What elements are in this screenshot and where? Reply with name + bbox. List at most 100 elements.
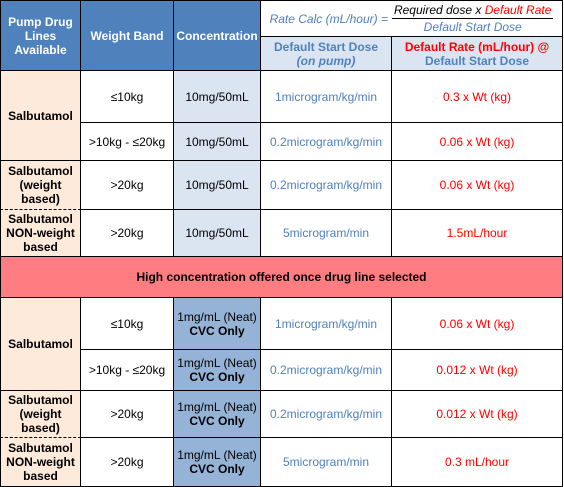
drug-cell-salbutamol-weight: Salbutamol (weight based) <box>0 161 81 210</box>
conc-text: 10mg/50mL <box>185 134 249 149</box>
conc-text: 10mg/50mL <box>185 178 249 192</box>
drug-label: Salbutamol NON-weight based <box>6 212 75 254</box>
conc-cell: 1mg/mL (Neat) CVC Only <box>174 298 261 350</box>
banner-text: High concentration offered once drug lin… <box>136 270 427 284</box>
header-drug-lines: Pump Drug Lines Available <box>0 0 81 71</box>
cvc-only-text: CVC Only <box>189 414 245 428</box>
conc-cell: 10mg/50mL <box>174 210 261 257</box>
cvc-only-text: CVC Only <box>189 462 245 476</box>
rate-cell: 1.5mL/hour <box>392 210 563 257</box>
conc-text: 1mg/mL (Neat) <box>177 309 257 324</box>
weight-cell: >10kg - ≤20kg <box>81 350 174 391</box>
dose-text: 5microgram/min <box>282 226 369 240</box>
weight-text: ≤10kg <box>110 316 144 331</box>
header-default-start-dose: Default Start Dose (on pump) <box>261 37 392 71</box>
drug-cell-salbutamol-std-neat: Salbutamol <box>0 298 81 391</box>
rate-calc-fraction: Required dose x Default Rate Default Sta… <box>391 3 554 34</box>
rate-cell: 0.06 x Wt (kg) <box>392 298 563 350</box>
dose-cell: 0.2microgram/kg/min <box>261 123 392 161</box>
header-default-rate: Default Rate (mL/hour) @ Default Start D… <box>392 37 563 71</box>
header-drug-lines-text: Pump Drug Lines Available <box>8 14 73 57</box>
weight-cell: ≤10kg <box>81 71 174 123</box>
rate-text: 0.06 x Wt (kg) <box>439 316 515 331</box>
drug-label: Salbutamol (weight based) <box>8 393 73 435</box>
conc-cell: 1mg/mL (Neat) CVC Only <box>174 391 261 438</box>
dose-cell: 1microgram/kg/min <box>261 71 392 123</box>
weight-text: >10kg - ≤20kg <box>88 134 166 149</box>
rate-text: 1.5mL/hour <box>446 226 508 240</box>
rate-cell: 0.06 x Wt (kg) <box>392 123 563 161</box>
conc-cell: 1mg/mL (Neat) CVC Only <box>174 350 261 391</box>
conc-text: 1mg/mL (Neat) <box>177 356 257 370</box>
drug-cell-salbutamol-std: Salbutamol <box>0 71 81 161</box>
drug-label: Salbutamol <box>8 337 73 351</box>
rate-cell: 0.012 x Wt (kg) <box>392 350 563 391</box>
dose-text: 0.2microgram/kg/min <box>269 178 383 192</box>
rate-calc-denominator: Default Start Dose <box>423 20 522 34</box>
rate-calc-prefix: Rate Calc (mL/hour) = <box>269 11 388 26</box>
header-default-start-dose-note: (on pump) <box>296 53 356 68</box>
weight-cell: >20kg <box>81 391 174 438</box>
dose-text: 5microgram/min <box>282 455 369 469</box>
weight-text: >10kg - ≤20kg <box>88 363 166 377</box>
conc-text: 1mg/mL (Neat) <box>177 400 257 414</box>
rate-text: 0.06 x Wt (kg) <box>439 178 515 192</box>
weight-text: >20kg <box>110 455 144 469</box>
rate-text: 0.3 mL/hour <box>444 455 510 469</box>
dose-text: 1microgram/kg/min <box>274 89 378 104</box>
weight-text: >20kg <box>110 407 144 421</box>
weight-cell: >20kg <box>81 210 174 257</box>
rate-calc-numerator: Required dose x Default Rate <box>391 3 554 19</box>
header-default-rate-line1: Default Rate (mL/hour) @ <box>404 39 550 54</box>
header-default-rate-line2: Default Start Dose <box>424 53 530 68</box>
high-concentration-banner: High concentration offered once drug lin… <box>0 257 563 298</box>
dose-cell: 0.2microgram/kg/min <box>261 391 392 438</box>
header-default-start-dose-text: Default Start Dose <box>273 39 379 54</box>
dose-text: 1microgram/kg/min <box>274 316 378 331</box>
header-rate-calc: Rate Calc (mL/hour) = Required dose x De… <box>261 0 563 37</box>
rate-cell: 0.06 x Wt (kg) <box>392 161 563 210</box>
drug-label: Salbutamol (weight based) <box>8 164 73 206</box>
rate-calc-numerator-text: Required dose x <box>393 3 482 17</box>
weight-cell: ≤10kg <box>81 298 174 350</box>
header-weight-band-text: Weight Band <box>90 28 164 43</box>
drug-cell-salbutamol-nonweight-neat: Salbutamol NON-weight based <box>0 438 81 487</box>
rate-cell: 0.3 mL/hour <box>392 438 563 487</box>
header-concentration-text: Concentration <box>176 28 258 43</box>
rate-text: 0.012 x Wt (kg) <box>436 407 518 421</box>
weight-cell: >10kg - ≤20kg <box>81 123 174 161</box>
header-concentration: Concentration <box>174 0 261 71</box>
conc-text: 1mg/mL (Neat) <box>177 448 257 462</box>
drug-cell-salbutamol-nonweight: Salbutamol NON-weight based <box>0 210 81 257</box>
dose-text: 0.2microgram/kg/min <box>269 407 383 421</box>
dose-text: 0.2microgram/kg/min <box>269 363 383 377</box>
rate-text: 0.012 x Wt (kg) <box>436 363 518 377</box>
drug-label: Salbutamol <box>8 108 73 123</box>
dose-cell: 0.2microgram/kg/min <box>261 350 392 391</box>
header-weight-band: Weight Band <box>81 0 174 71</box>
weight-cell: >20kg <box>81 438 174 487</box>
rate-text: 0.06 x Wt (kg) <box>439 134 515 149</box>
rate-cell: 0.012 x Wt (kg) <box>392 391 563 438</box>
dose-cell: 5microgram/min <box>261 438 392 487</box>
weight-text: >20kg <box>110 226 144 240</box>
conc-cell: 10mg/50mL <box>174 71 261 123</box>
conc-text: 10mg/50mL <box>185 89 249 104</box>
drug-cell-salbutamol-weight-neat: Salbutamol (weight based) <box>0 391 81 438</box>
rate-text: 0.3 x Wt (kg) <box>442 89 511 104</box>
dose-cell: 1microgram/kg/min <box>261 298 392 350</box>
drug-label: Salbutamol NON-weight based <box>6 441 75 483</box>
conc-cell: 10mg/50mL <box>174 161 261 210</box>
conc-cell: 1mg/mL (Neat) CVC Only <box>174 438 261 487</box>
rate-calc-numerator-red: Default Rate <box>484 3 552 17</box>
weight-text: ≤10kg <box>110 89 144 104</box>
cvc-only-text: CVC Only <box>189 323 245 338</box>
rate-cell: 0.3 x Wt (kg) <box>392 71 563 123</box>
rate-calc-formula: Rate Calc (mL/hour) = Required dose x De… <box>270 3 554 34</box>
dose-cell: 0.2microgram/kg/min <box>261 161 392 210</box>
weight-cell: >20kg <box>81 161 174 210</box>
conc-text: 10mg/50mL <box>185 226 249 240</box>
weight-text: >20kg <box>110 178 144 192</box>
dose-text: 0.2microgram/kg/min <box>269 134 383 149</box>
